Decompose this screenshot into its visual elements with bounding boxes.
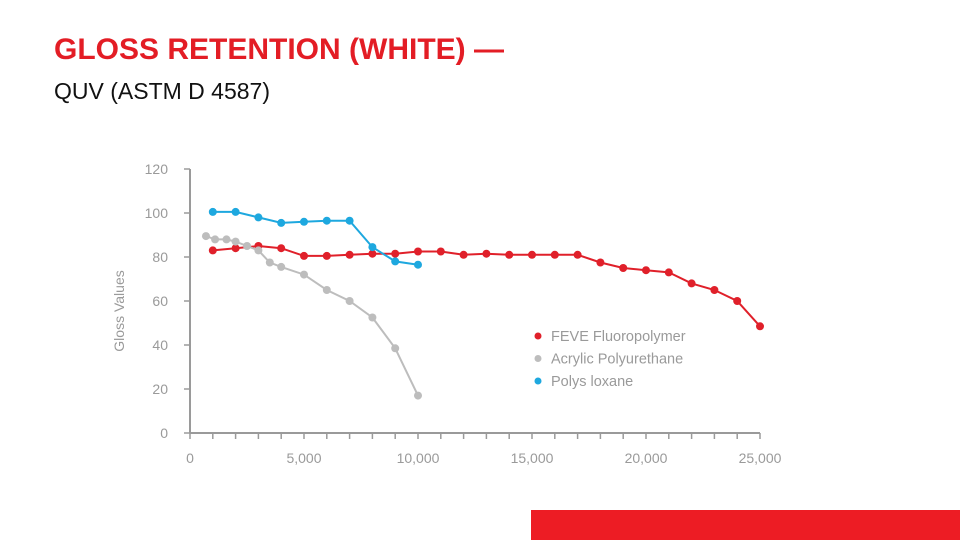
data-point [277,218,286,227]
data-point [505,250,514,259]
accent-bar [531,510,960,540]
series-line [205,235,419,397]
y-tick-label: 60 [152,293,168,309]
series-group [208,207,422,269]
data-point [528,250,536,259]
data-point [231,237,240,246]
data-point [391,249,400,258]
legend-label: Acrylic Polyurethane [551,352,683,368]
y-tick-label: 80 [152,249,168,265]
data-point [254,213,263,222]
slide-subtitle: QUV (ASTM D 4587) [54,78,270,104]
data-point [436,247,445,256]
series-line [212,244,761,327]
data-point [550,250,559,259]
data-point [345,216,354,225]
legend-label: Polys loxane [551,374,633,390]
x-tick-label: 10,000 [397,450,440,466]
chart-series [201,207,764,400]
data-point [277,244,286,253]
slide-title: GLOSS RETENTION (WHITE) — [54,33,504,66]
data-point [368,313,377,322]
data-point [642,266,650,275]
legend-item: Polys loxane [534,374,633,390]
data-point [322,251,331,260]
data-point [254,246,263,255]
x-tick-label: 15,000 [511,450,554,466]
data-point [322,216,331,225]
data-point [345,297,354,305]
y-tick-label: 120 [145,161,169,177]
x-tick-label: 5,000 [286,450,321,466]
data-point [391,257,400,266]
data-point [414,260,422,269]
x-tick-label: 25,000 [739,450,782,466]
data-point [619,264,628,272]
data-point [687,279,696,288]
x-tick-label: 0 [186,450,194,466]
series-line [212,210,419,266]
data-point [345,250,354,259]
series-group [201,232,422,400]
data-point [265,258,274,267]
data-point [208,246,217,255]
y-tick-label: 0 [160,425,168,441]
data-point [368,249,377,258]
data-point [277,262,286,271]
legend-swatch [534,332,542,340]
data-point [222,235,231,244]
y-tick-label: 100 [145,205,169,221]
data-point [414,391,422,400]
legend-label: FEVE Fluoropolymer [551,329,686,345]
y-axis-label-group: Gloss Values [111,270,127,351]
y-axis-title: Gloss Values [111,270,127,351]
data-point [459,250,468,259]
legend-swatch [534,355,542,362]
data-point [482,249,491,258]
data-point [573,250,582,259]
data-point [201,232,210,241]
data-point [710,286,719,294]
data-point [300,251,308,260]
chart-axes: 0 20 40 60 80 100 120 0 5,000 10,000 15,000 20,000 2… [145,161,782,466]
data-point [208,207,217,216]
legend-swatch [534,377,542,385]
y-tick-label: 20 [152,381,168,397]
data-point [231,244,240,253]
data-point [414,247,422,256]
data-point [300,270,308,279]
data-point [231,207,240,216]
series-group [208,242,764,331]
data-point [664,268,673,277]
data-point [391,344,400,353]
data-point [368,243,377,252]
legend-item: Acrylic Polyurethane [534,352,683,368]
y-tick-label: 40 [152,337,168,353]
data-point [211,235,220,244]
data-point [243,242,251,250]
x-tick-label: 20,000 [625,450,668,466]
data-point [756,322,764,331]
data-point [596,258,605,267]
chart-legend: FEVE Fluoropolymer Acrylic Polyurethane Po… [534,329,686,390]
data-point [300,217,308,226]
legend-item: FEVE Fluoropolymer [534,329,686,345]
data-point [733,297,742,305]
data-point [322,286,331,294]
